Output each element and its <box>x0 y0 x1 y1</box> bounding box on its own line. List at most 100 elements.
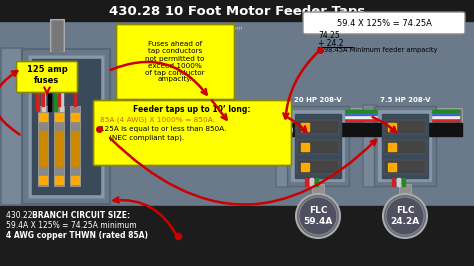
Text: 100A: 100A <box>269 126 291 135</box>
FancyArrowPatch shape <box>110 138 376 205</box>
Text: + 24.2: + 24.2 <box>318 39 344 48</box>
Circle shape <box>299 197 337 235</box>
Bar <box>113 116 459 118</box>
Bar <box>384 120 426 134</box>
Bar <box>312 184 324 206</box>
Bar <box>0 0 474 206</box>
Bar <box>39 113 47 121</box>
Bar <box>54 91 57 111</box>
Bar <box>74 91 76 106</box>
Bar <box>70 106 80 186</box>
Bar <box>113 110 459 112</box>
Bar <box>50 19 64 51</box>
FancyBboxPatch shape <box>1 48 25 205</box>
Bar <box>58 91 60 106</box>
Bar <box>291 110 345 182</box>
Text: BRANCH CIRCUIT SIZE:: BRANCH CIRCUIT SIZE: <box>32 211 130 221</box>
Bar <box>399 184 411 206</box>
Bar <box>305 178 308 186</box>
Bar <box>382 114 428 178</box>
Bar <box>39 176 47 184</box>
FancyBboxPatch shape <box>276 105 290 187</box>
Bar <box>52 21 62 51</box>
Bar <box>287 106 349 186</box>
Text: 3 AWG copper THWN feeder (rated: 3 AWG copper THWN feeder (rated <box>114 126 267 135</box>
FancyBboxPatch shape <box>363 105 377 187</box>
Bar <box>55 176 63 184</box>
Text: 125 amp
fuses: 125 amp fuses <box>27 65 67 85</box>
Bar <box>112 110 460 122</box>
Text: 85A (4 AWG) X 1000% = 850A.: 85A (4 AWG) X 1000% = 850A. <box>100 117 215 123</box>
Bar <box>392 178 395 186</box>
Bar <box>301 123 309 131</box>
Text: 20 HP 208-V: 20 HP 208-V <box>294 97 342 103</box>
Text: Fuses ahead of
tap conductors
not permitted to
exceed 1000%
of tap conductor
amp: Fuses ahead of tap conductors not permit… <box>145 41 205 82</box>
Bar <box>297 120 339 134</box>
Bar <box>315 178 318 186</box>
Text: (NEC compliant tap).: (NEC compliant tap). <box>100 135 184 141</box>
FancyBboxPatch shape <box>17 61 78 93</box>
Bar <box>48 91 51 111</box>
Bar <box>60 91 63 111</box>
Bar <box>113 119 459 121</box>
Text: 74.25: 74.25 <box>318 31 340 40</box>
Bar <box>42 91 44 106</box>
Bar <box>301 143 309 151</box>
Text: 4 AWG copper THWN (rated 85A): 4 AWG copper THWN (rated 85A) <box>6 231 148 240</box>
Text: FLC
59.4A: FLC 59.4A <box>303 206 333 226</box>
Bar <box>28 55 104 198</box>
Bar <box>374 106 436 186</box>
Bar <box>113 113 459 115</box>
Bar <box>32 59 100 194</box>
Bar <box>310 178 313 186</box>
Text: 59.4A X 125% = 74.25A minimum: 59.4A X 125% = 74.25A minimum <box>6 222 137 231</box>
Text: 430.22: 430.22 <box>6 211 35 221</box>
Bar <box>378 110 432 182</box>
FancyArrowPatch shape <box>110 62 207 94</box>
Text: ©ElectricalLicenseRenewal.Com: ©ElectricalLicenseRenewal.Com <box>147 26 243 31</box>
Bar <box>42 91 45 111</box>
Bar <box>384 160 426 174</box>
Text: 7.5 HP 208-V: 7.5 HP 208-V <box>380 97 430 103</box>
Bar <box>0 0 474 21</box>
Bar <box>297 160 339 174</box>
Bar <box>384 140 426 154</box>
FancyArrowPatch shape <box>0 71 19 135</box>
Bar <box>402 178 405 186</box>
FancyArrowPatch shape <box>212 100 227 120</box>
FancyBboxPatch shape <box>93 101 292 165</box>
Circle shape <box>296 194 340 238</box>
Text: Feeder taps up to 10’ long:: Feeder taps up to 10’ long: <box>133 106 251 114</box>
Bar <box>388 163 396 171</box>
FancyArrowPatch shape <box>283 52 318 118</box>
Text: FLC
24.2A: FLC 24.2A <box>391 206 419 226</box>
Bar <box>388 143 396 151</box>
FancyArrowPatch shape <box>373 117 396 132</box>
Bar <box>55 113 63 121</box>
Bar <box>55 131 63 166</box>
Circle shape <box>386 197 424 235</box>
Bar <box>397 178 400 186</box>
Circle shape <box>383 194 427 238</box>
FancyArrowPatch shape <box>114 197 177 236</box>
Text: ): ) <box>289 126 292 135</box>
Bar <box>71 131 79 166</box>
Bar <box>71 113 79 121</box>
Bar <box>71 176 79 184</box>
Text: 98.45A Minimum feeder ampacity: 98.45A Minimum feeder ampacity <box>324 47 438 53</box>
Bar <box>301 163 309 171</box>
FancyBboxPatch shape <box>303 12 465 34</box>
Text: 125A is equal to or less than 850A.: 125A is equal to or less than 850A. <box>100 126 227 132</box>
Text: 430.28 10 Foot Motor Feeder Taps: 430.28 10 Foot Motor Feeder Taps <box>109 5 365 18</box>
Text: 59.4 X 125% = 74.25A: 59.4 X 125% = 74.25A <box>337 19 431 27</box>
Bar <box>110 123 462 136</box>
Bar <box>39 131 47 166</box>
FancyArrowPatch shape <box>287 117 306 132</box>
FancyBboxPatch shape <box>117 24 235 99</box>
Bar <box>54 106 64 186</box>
Bar <box>0 206 474 266</box>
Bar <box>38 106 48 186</box>
Bar <box>297 140 339 154</box>
Bar <box>388 123 396 131</box>
Bar <box>295 114 341 178</box>
